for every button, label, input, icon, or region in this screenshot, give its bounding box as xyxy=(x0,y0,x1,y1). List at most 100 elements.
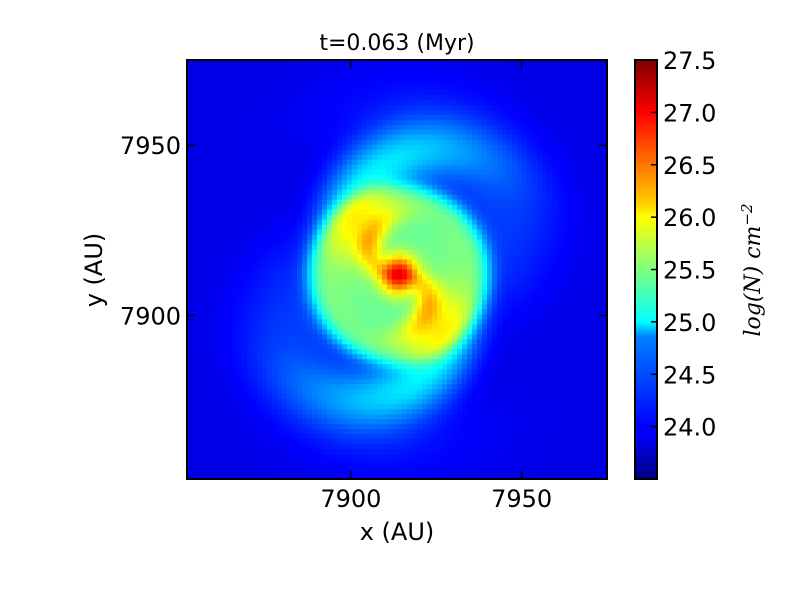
heatmap-cell xyxy=(227,94,233,101)
heatmap-cell xyxy=(547,154,553,161)
heatmap-cell xyxy=(422,264,428,271)
heatmap-cell xyxy=(202,269,208,276)
heatmap-cell xyxy=(527,304,533,311)
heatmap-cell xyxy=(562,304,568,311)
heatmap-cell xyxy=(202,119,208,126)
heatmap-cell xyxy=(382,334,388,340)
heatmap-cell xyxy=(492,129,498,136)
heatmap-cell xyxy=(257,204,263,211)
heatmap-cell xyxy=(387,274,393,281)
heatmap-cell xyxy=(587,124,593,131)
heatmap-cell xyxy=(422,154,428,161)
heatmap-cell xyxy=(477,319,483,325)
heatmap-cell xyxy=(427,89,433,96)
heatmap-cell xyxy=(422,234,428,241)
heatmap-cell xyxy=(492,314,498,320)
heatmap-cell xyxy=(327,299,333,306)
heatmap-cell xyxy=(312,254,318,261)
heatmap-cell xyxy=(502,319,508,325)
heatmap-cell xyxy=(577,254,583,261)
heatmap-cell xyxy=(512,119,518,126)
heatmap-cell xyxy=(532,219,538,226)
heatmap-cell xyxy=(312,319,318,325)
heatmap-cell xyxy=(357,249,363,256)
heatmap-cell xyxy=(547,89,553,96)
heatmap-cell xyxy=(242,224,248,231)
heatmap-cell xyxy=(432,129,438,136)
heatmap-cell xyxy=(282,314,288,320)
heatmap-cell xyxy=(297,94,303,101)
heatmap-cell xyxy=(492,229,498,236)
heatmap-cell xyxy=(487,199,493,206)
heatmap-cell xyxy=(512,264,518,271)
heatmap-cell xyxy=(447,334,453,340)
heatmap-cell xyxy=(252,104,258,111)
heatmap-cell xyxy=(512,99,518,106)
heatmap-cell xyxy=(202,60,208,66)
heatmap-cell xyxy=(347,259,353,266)
heatmap-cell xyxy=(332,284,338,291)
heatmap-cell xyxy=(222,139,228,146)
heatmap-cell xyxy=(247,204,253,211)
heatmap-cell xyxy=(272,224,278,231)
heatmap-cell xyxy=(417,344,423,350)
heatmap-cell xyxy=(422,304,428,311)
heatmap-cell xyxy=(262,99,268,106)
heatmap-cell xyxy=(562,219,568,226)
heatmap-cell xyxy=(537,149,543,156)
heatmap-cell xyxy=(377,169,383,176)
heatmap-cell xyxy=(592,204,598,211)
heatmap-cell xyxy=(557,319,563,325)
heatmap-cell xyxy=(292,344,298,350)
heatmap-cell xyxy=(287,299,293,306)
heatmap-cell xyxy=(562,164,568,171)
heatmap-cell xyxy=(452,139,458,146)
heatmap-cell xyxy=(427,339,433,345)
heatmap-cell xyxy=(357,169,363,176)
heatmap-cell xyxy=(352,219,358,226)
heatmap-cell xyxy=(452,169,458,176)
heatmap-cell xyxy=(602,274,607,281)
heatmap-cell xyxy=(497,329,503,335)
heatmap-cell xyxy=(487,249,493,256)
heatmap-cell xyxy=(422,334,428,340)
heatmap-cell xyxy=(602,294,607,301)
heatmap-cell xyxy=(447,119,453,126)
heatmap-cell xyxy=(602,254,607,261)
heatmap-cell xyxy=(307,89,313,96)
heatmap-cell xyxy=(522,284,528,291)
heatmap-cell xyxy=(422,199,428,206)
heatmap-cell xyxy=(402,144,408,151)
heatmap-cell xyxy=(322,159,328,166)
heatmap-cell xyxy=(457,64,463,71)
heatmap-cell xyxy=(202,154,208,161)
heatmap-cell xyxy=(352,154,358,161)
heatmap-cell xyxy=(482,269,488,276)
heatmap-cell xyxy=(577,134,583,141)
heatmap-cell xyxy=(292,99,298,106)
heatmap-cell xyxy=(547,179,553,186)
heatmap-cell xyxy=(272,204,278,211)
heatmap-cell xyxy=(282,124,288,131)
heatmap-cell xyxy=(282,169,288,176)
heatmap-cell xyxy=(217,284,223,291)
heatmap-cell xyxy=(197,259,203,266)
heatmap-cell xyxy=(537,84,543,91)
heatmap-cell xyxy=(392,284,398,291)
heatmap-cell xyxy=(192,284,198,291)
heatmap-cell xyxy=(412,299,418,306)
heatmap-cell xyxy=(457,259,463,266)
heatmap-cell xyxy=(357,109,363,116)
heatmap-cell xyxy=(567,329,573,335)
heatmap-cell xyxy=(317,224,323,231)
heatmap-cell xyxy=(592,184,598,191)
heatmap-cell xyxy=(337,289,343,296)
heatmap-cell xyxy=(357,279,363,286)
heatmap-cell xyxy=(492,339,498,345)
heatmap-cell xyxy=(407,294,413,301)
heatmap-cell xyxy=(387,139,393,146)
heatmap-cell xyxy=(537,139,543,146)
heatmap-cell xyxy=(597,64,603,71)
heatmap-cell xyxy=(592,94,598,101)
heatmap-cell xyxy=(542,154,548,161)
